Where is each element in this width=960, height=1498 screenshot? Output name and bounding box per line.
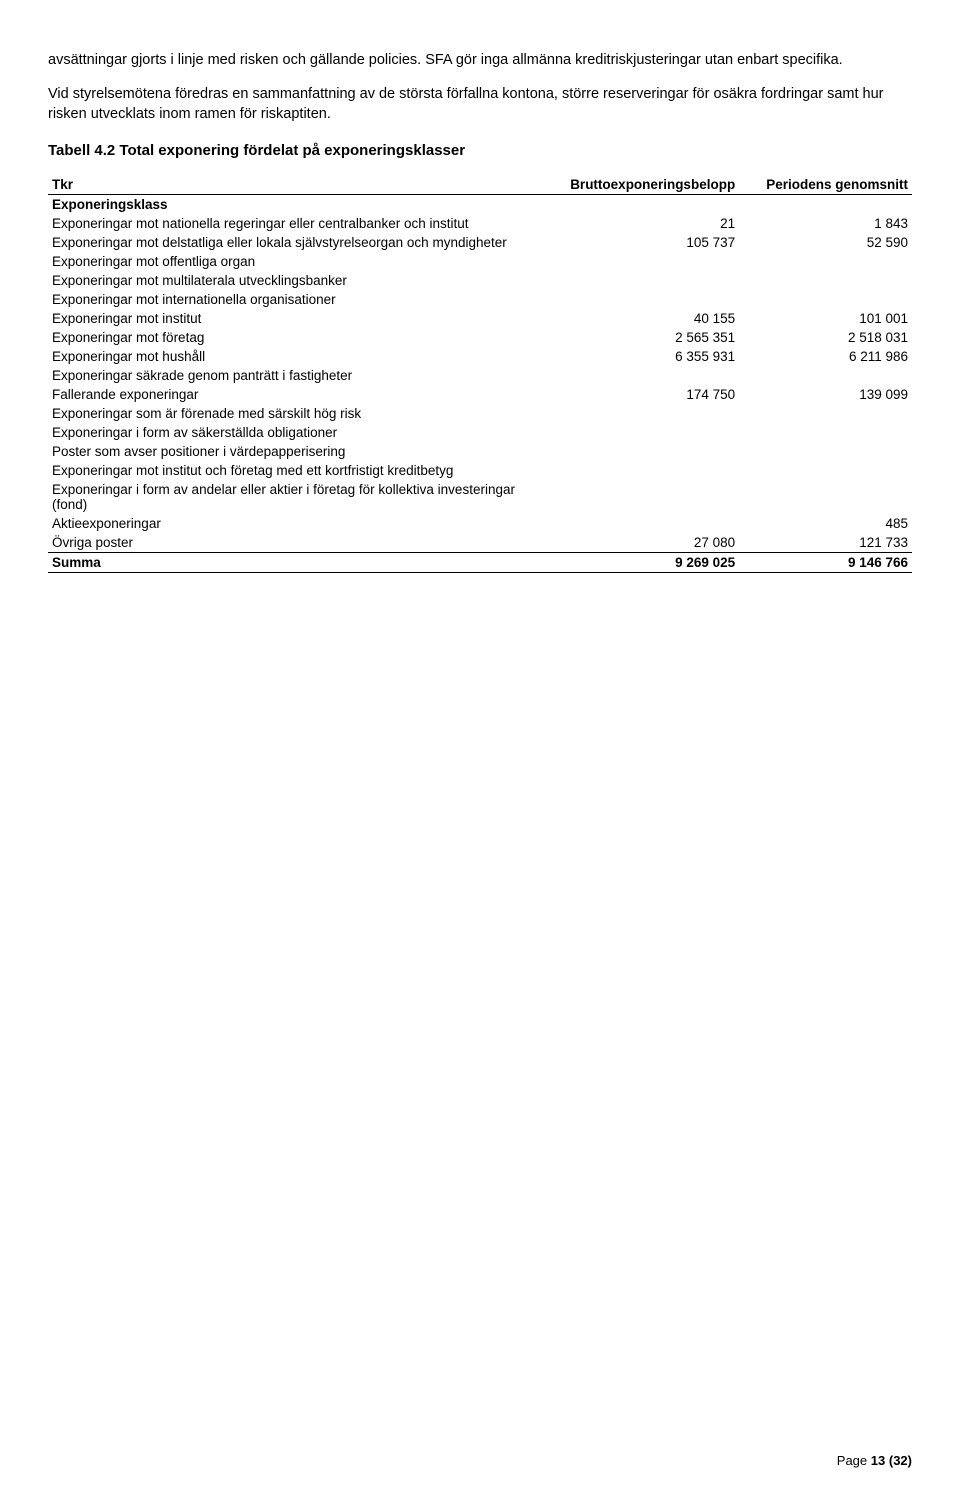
col-header-brutto: Bruttoexponeringsbelopp: [532, 175, 739, 195]
row-brutto: [532, 514, 739, 533]
row-period: [739, 404, 912, 423]
row-period: [739, 252, 912, 271]
table-title: Tabell 4.2 Total exponering fördelat på …: [48, 142, 912, 159]
row-label: Exponeringar mot internationella organis…: [48, 290, 532, 309]
row-period: [739, 461, 912, 480]
row-label: Exponeringar mot hushåll: [48, 347, 532, 366]
table-row: Övriga poster27 080121 733: [48, 533, 912, 553]
col-header-period: Periodens genomsnitt: [739, 175, 912, 195]
table-row: Exponeringar mot hushåll6 355 9316 211 9…: [48, 347, 912, 366]
footer-page-total: (32): [889, 1453, 912, 1468]
row-brutto: [532, 480, 739, 514]
table-header-row: Tkr Bruttoexponeringsbelopp Periodens ge…: [48, 175, 912, 195]
table-row: Exponeringar i form av andelar eller akt…: [48, 480, 912, 514]
row-label: Exponeringar i form av säkerställda obli…: [48, 423, 532, 442]
intro-paragraph-1: avsättningar gjorts i linje med risken o…: [48, 50, 912, 70]
sum-period: 9 146 766: [739, 553, 912, 573]
row-brutto: [532, 290, 739, 309]
row-period: 1 843: [739, 214, 912, 233]
row-label: Exponeringar mot delstatliga eller lokal…: [48, 233, 532, 252]
row-period: 485: [739, 514, 912, 533]
table-row: Exponeringar mot nationella regeringar e…: [48, 214, 912, 233]
row-brutto: 174 750: [532, 385, 739, 404]
row-brutto: 21: [532, 214, 739, 233]
row-period: 6 211 986: [739, 347, 912, 366]
row-label: Exponeringar mot institut och företag me…: [48, 461, 532, 480]
row-label: Exponeringar mot nationella regeringar e…: [48, 214, 532, 233]
table-row: Exponeringar mot offentliga organ: [48, 252, 912, 271]
sum-label: Summa: [48, 553, 532, 573]
row-brutto: [532, 252, 739, 271]
row-brutto: 27 080: [532, 533, 739, 553]
row-label: Exponeringar som är förenade med särskil…: [48, 404, 532, 423]
row-label: Exponeringar mot multilaterala utvecklin…: [48, 271, 532, 290]
table-row: Aktieexponeringar 485: [48, 514, 912, 533]
row-label: Poster som avser positioner i värdepappe…: [48, 442, 532, 461]
row-period: [739, 271, 912, 290]
row-period: [739, 366, 912, 385]
row-brutto: [532, 461, 739, 480]
table-row: Exponeringar mot internationella organis…: [48, 290, 912, 309]
row-period: [739, 290, 912, 309]
row-label: Exponeringar mot offentliga organ: [48, 252, 532, 271]
row-brutto: [532, 423, 739, 442]
row-brutto: [532, 271, 739, 290]
row-period: [739, 423, 912, 442]
row-brutto: 2 565 351: [532, 328, 739, 347]
sum-brutto: 9 269 025: [532, 553, 739, 573]
row-brutto: 105 737: [532, 233, 739, 252]
row-period: [739, 442, 912, 461]
row-period: 52 590: [739, 233, 912, 252]
table-row: Exponeringar mot företag2 565 3512 518 0…: [48, 328, 912, 347]
table-row: Exponeringar mot delstatliga eller lokal…: [48, 233, 912, 252]
table-row: Exponeringar mot institut och företag me…: [48, 461, 912, 480]
row-period: 139 099: [739, 385, 912, 404]
table-row: Exponeringar i form av säkerställda obli…: [48, 423, 912, 442]
intro-paragraph-2: Vid styrelsemötena föredras en sammanfat…: [48, 84, 912, 124]
row-brutto: 40 155: [532, 309, 739, 328]
row-label: Fallerande exponeringar: [48, 385, 532, 404]
table-row: Exponeringar säkrade genom panträtt i fa…: [48, 366, 912, 385]
row-period: 101 001: [739, 309, 912, 328]
row-brutto: [532, 366, 739, 385]
footer-page-number: 13: [871, 1453, 885, 1468]
row-label: Exponeringar i form av andelar eller akt…: [48, 480, 532, 514]
table-sum-row: Summa 9 269 025 9 146 766: [48, 553, 912, 573]
col-header-tkr: Tkr: [48, 175, 532, 195]
page-footer: Page 13 (32): [837, 1453, 912, 1468]
row-label: Exponeringar mot företag: [48, 328, 532, 347]
row-period: [739, 480, 912, 514]
row-brutto: [532, 404, 739, 423]
row-brutto: 6 355 931: [532, 347, 739, 366]
row-brutto: [532, 442, 739, 461]
table-subheader-row: Exponeringsklass: [48, 195, 912, 215]
row-label: Aktieexponeringar: [48, 514, 532, 533]
row-label: Exponeringar säkrade genom panträtt i fa…: [48, 366, 532, 385]
exposure-table: Tkr Bruttoexponeringsbelopp Periodens ge…: [48, 175, 912, 573]
intro-block: avsättningar gjorts i linje med risken o…: [48, 50, 912, 124]
table-row: Exponeringar som är förenade med särskil…: [48, 404, 912, 423]
row-period: 121 733: [739, 533, 912, 553]
row-label: Övriga poster: [48, 533, 532, 553]
row-label: Exponeringar mot institut: [48, 309, 532, 328]
table-row: Exponeringar mot multilaterala utvecklin…: [48, 271, 912, 290]
subheader-label: Exponeringsklass: [48, 195, 912, 215]
row-period: 2 518 031: [739, 328, 912, 347]
table-row: Fallerande exponeringar174 750139 099: [48, 385, 912, 404]
footer-page-label: Page: [837, 1453, 867, 1468]
table-row: Exponeringar mot institut40 155101 001: [48, 309, 912, 328]
table-row: Poster som avser positioner i värdepappe…: [48, 442, 912, 461]
